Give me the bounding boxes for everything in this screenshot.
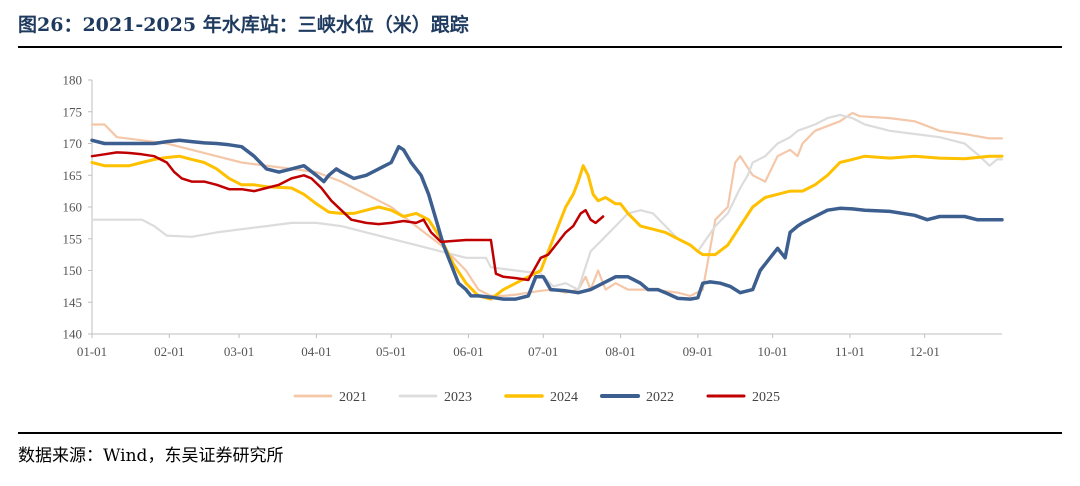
- x-tick-label: 09-01: [683, 344, 713, 359]
- axis-layer: 140 145 150 155 160 165 170 175 180 01-01 02-01 03-…: [63, 73, 1002, 359]
- series-layer: [90, 111, 1004, 301]
- y-tick-label: 155: [63, 231, 83, 246]
- title-rule: [18, 46, 1062, 48]
- legend-label-2023: 2023: [444, 390, 472, 405]
- x-tick-label: 01-01: [77, 344, 107, 359]
- y-tick-label: 175: [63, 104, 83, 119]
- x-tick-label: 03-01: [224, 344, 254, 359]
- chart-title: 图26：2021-2025 年水库站：三峡水位（米）跟踪: [18, 14, 469, 36]
- x-tick-label: 05-01: [376, 344, 406, 359]
- x-tick-label: 08-01: [605, 344, 635, 359]
- legend-label-2022: 2022: [646, 390, 674, 405]
- x-tick-label: 04-01: [301, 344, 331, 359]
- x-tick-label: 12-01: [910, 344, 940, 359]
- y-tick-label: 170: [63, 136, 83, 151]
- series-line-2024: [90, 154, 1004, 301]
- legend: 2021 2023 2024 2022 2025: [293, 390, 780, 405]
- x-tick-label: 02-01: [154, 344, 184, 359]
- y-tick-label: 140: [63, 327, 83, 342]
- source-note: 数据来源：Wind，东吴证券研究所: [18, 446, 284, 466]
- series-line-2025: [90, 151, 605, 282]
- x-tick-label: 06-01: [453, 344, 483, 359]
- x-tick-label: 10-01: [757, 344, 787, 359]
- water-level-chart: 140 145 150 155 160 165 170 175 180 01-01 02-01 03-…: [63, 73, 1004, 405]
- footer-rule: [18, 432, 1062, 434]
- y-tick-label: 180: [63, 73, 83, 88]
- series-line-2023: [90, 113, 1004, 291]
- series-line-2021: [90, 111, 1004, 297]
- y-tick-label: 160: [63, 200, 83, 215]
- series-line-2022: [90, 138, 1004, 301]
- legend-label-2021: 2021: [339, 390, 367, 405]
- y-tick-label: 165: [63, 168, 83, 183]
- y-tick-label: 145: [63, 295, 83, 310]
- legend-label-2025: 2025: [752, 390, 780, 405]
- x-tick-label: 07-01: [528, 344, 558, 359]
- x-tick-label: 11-01: [835, 344, 865, 359]
- y-tick-label: 150: [63, 263, 83, 278]
- legend-label-2024: 2024: [550, 390, 578, 405]
